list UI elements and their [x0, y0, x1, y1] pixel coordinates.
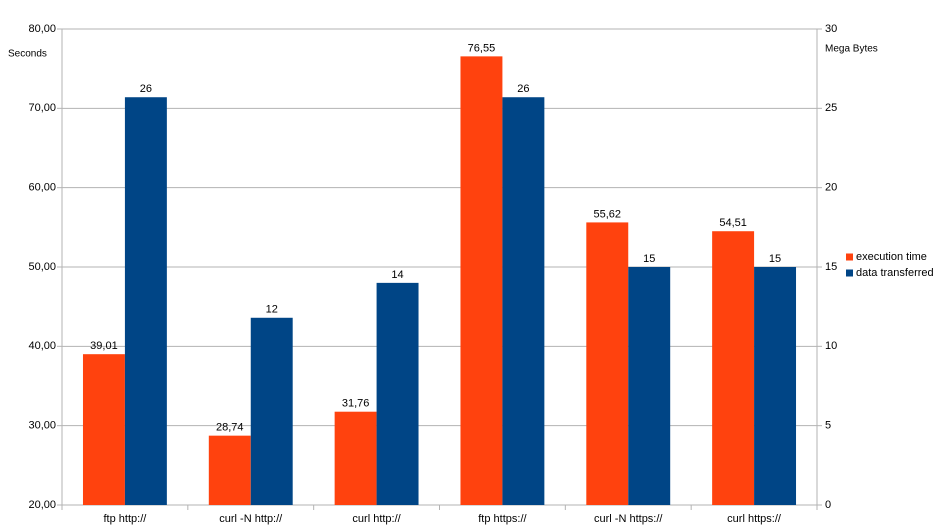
bar — [502, 97, 545, 505]
y2-tick-label: 15 — [825, 261, 837, 273]
legend-swatch — [846, 253, 853, 261]
x-tick-label: curl http:// — [352, 513, 401, 525]
y-tick-label: 30,00 — [28, 420, 56, 432]
data-label: 14 — [391, 269, 403, 281]
x-tick-label: curl -N https:// — [594, 513, 663, 525]
y2-tick-label: 5 — [825, 420, 831, 432]
data-label: 39,01 — [90, 340, 118, 352]
bar — [628, 267, 671, 505]
bar — [82, 354, 125, 505]
y2-tick-label: 20 — [825, 182, 837, 194]
bar — [712, 231, 755, 505]
bar — [376, 282, 419, 505]
data-label: 26 — [140, 83, 152, 95]
legend-swatch — [846, 269, 853, 277]
y-tick-label: 50,00 — [28, 261, 56, 273]
bar — [124, 97, 167, 505]
y2-tick-label: 30 — [825, 23, 837, 35]
y2-tick-label: 0 — [825, 499, 831, 511]
bar — [586, 222, 629, 505]
bar — [460, 56, 503, 506]
y2-axis-title: Mega Bytes — [825, 44, 878, 55]
data-label: 31,76 — [342, 398, 370, 410]
x-tick-label: curl https:// — [727, 513, 782, 525]
data-label: 28,74 — [216, 422, 244, 434]
data-label: 76,55 — [468, 42, 496, 54]
data-label: 15 — [643, 253, 655, 265]
data-label: 15 — [769, 253, 781, 265]
y-tick-label: 20,00 — [28, 499, 56, 511]
y-axis-title: Seconds — [8, 49, 47, 60]
legend-label: data transferred — [856, 267, 934, 279]
bar — [208, 435, 251, 505]
data-label: 54,51 — [719, 217, 747, 229]
y-tick-label: 70,00 — [28, 102, 56, 114]
bar — [754, 267, 797, 505]
data-label: 12 — [266, 304, 278, 316]
y-tick-label: 60,00 — [28, 182, 56, 194]
x-tick-label: ftp http:// — [104, 513, 148, 525]
bar — [334, 411, 377, 505]
bar — [250, 317, 293, 505]
x-tick-label: ftp https:// — [478, 513, 527, 525]
x-tick-label: curl -N http:// — [219, 513, 283, 525]
data-label: 55,62 — [594, 208, 622, 220]
legend-label: execution time — [856, 251, 927, 263]
y2-tick-label: 10 — [825, 340, 837, 352]
y-tick-label: 40,00 — [28, 340, 56, 352]
y-tick-label: 80,00 — [28, 23, 56, 35]
y2-tick-label: 25 — [825, 102, 837, 114]
data-label: 26 — [517, 83, 529, 95]
